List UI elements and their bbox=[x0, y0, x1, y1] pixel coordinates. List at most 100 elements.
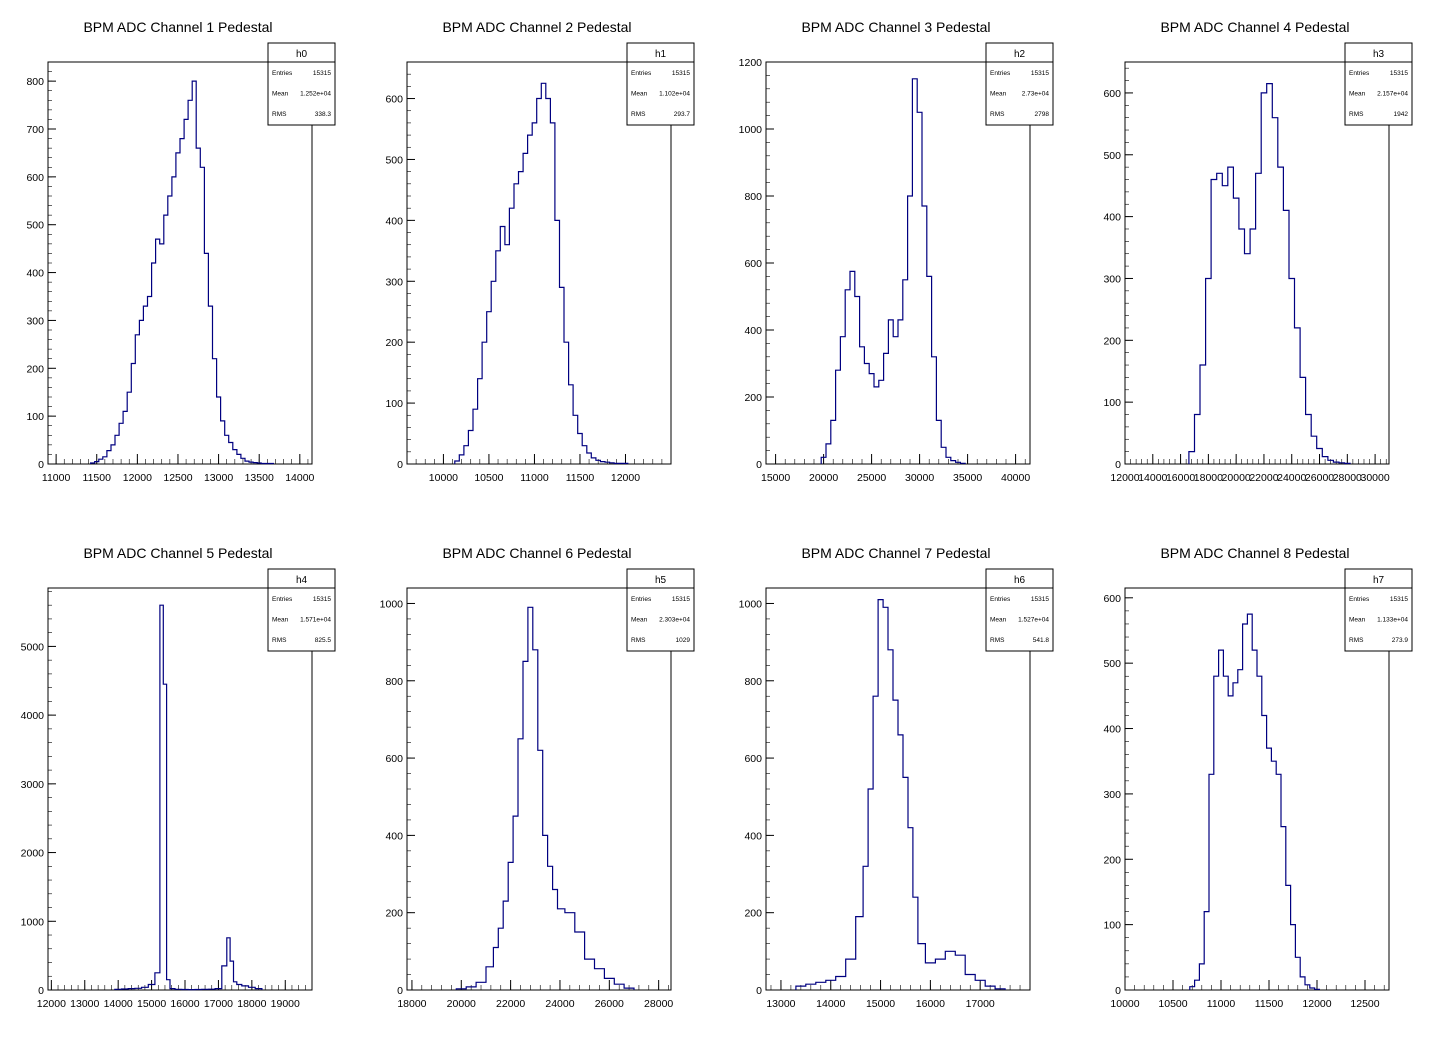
y-tick-label: 200 bbox=[1103, 335, 1121, 347]
stats-value: 2.303e+04 bbox=[659, 617, 690, 624]
stats-value: 273.9 bbox=[1392, 637, 1409, 644]
y-tick-label: 0 bbox=[756, 985, 762, 997]
histogram-panel-2: BPM ADC Channel 2 Pedestal 0 100 200 300 400 5… bbox=[385, 19, 695, 484]
stats-label: Mean bbox=[1349, 91, 1366, 98]
stats-label: Entries bbox=[990, 596, 1011, 603]
x-tick-label: 18000 bbox=[397, 998, 426, 1010]
stats-box: h7 Entries 15315 Mean 1.133e+04 RMS 273.9 bbox=[1344, 568, 1413, 652]
panel-title: BPM ADC Channel 1 Pedestal bbox=[83, 19, 272, 35]
panel-title: BPM ADC Channel 3 Pedestal bbox=[801, 19, 990, 35]
x-tick-label: 13000 bbox=[204, 472, 233, 484]
histogram-series bbox=[114, 604, 263, 991]
stats-value: 15315 bbox=[313, 596, 331, 603]
stats-box: h4 Entries 15315 Mean 1.571e+04 RMS 825.5 bbox=[267, 568, 336, 652]
stats-value: 2.157e+04 bbox=[1377, 91, 1408, 98]
x-tick-label: 13000 bbox=[766, 998, 795, 1010]
histogram-series bbox=[1188, 83, 1351, 464]
x-tick-label: 18000 bbox=[237, 998, 266, 1010]
stats-name: h7 bbox=[1373, 575, 1385, 586]
histogram-series bbox=[90, 80, 274, 465]
stats-label: Entries bbox=[631, 70, 652, 77]
y-tick-label: 0 bbox=[1115, 459, 1121, 471]
x-tick-label: 30000 bbox=[1361, 472, 1390, 484]
stats-box-frame bbox=[985, 568, 1054, 652]
x-tick-label: 11000 bbox=[1207, 998, 1236, 1010]
y-tick-label: 0 bbox=[397, 985, 403, 997]
stats-name: h2 bbox=[1014, 49, 1026, 60]
x-tick-label: 28000 bbox=[644, 998, 673, 1010]
stats-value: 1.527e+04 bbox=[1018, 617, 1049, 624]
x-tick-label: 11000 bbox=[520, 472, 549, 484]
stats-box: h6 Entries 15315 Mean 1.527e+04 RMS 541.8 bbox=[985, 568, 1054, 652]
y-tick-label: 1000 bbox=[739, 598, 763, 610]
stats-value: 15315 bbox=[313, 70, 331, 77]
histogram-series bbox=[820, 78, 966, 464]
y-tick-label: 400 bbox=[744, 325, 762, 337]
x-tick-label: 12000 bbox=[37, 998, 66, 1010]
panel-title: BPM ADC Channel 8 Pedestal bbox=[1160, 545, 1349, 561]
y-tick-label: 200 bbox=[744, 392, 762, 404]
y-tick-label: 0 bbox=[38, 985, 44, 997]
y-tick-label: 600 bbox=[1103, 88, 1121, 100]
x-tick-label: 35000 bbox=[953, 472, 982, 484]
stats-box-frame bbox=[267, 568, 336, 652]
y-tick-label: 0 bbox=[397, 459, 403, 471]
y-tick-label: 200 bbox=[385, 337, 403, 349]
stats-label: Mean bbox=[631, 91, 648, 98]
x-tick-label: 15000 bbox=[866, 998, 895, 1010]
y-tick-label: 500 bbox=[1103, 658, 1121, 670]
y-tick-label: 300 bbox=[1103, 789, 1121, 801]
x-tick-label: 11500 bbox=[566, 472, 595, 484]
stats-value: 15315 bbox=[1390, 596, 1408, 603]
y-tick-label: 500 bbox=[385, 154, 403, 166]
stats-value: 2798 bbox=[1035, 111, 1050, 118]
histogram-panel-1: BPM ADC Channel 1 Pedestal 0 100 200 300 400 5… bbox=[26, 19, 336, 484]
x-tick-label: 10500 bbox=[1158, 998, 1187, 1010]
stats-label: Mean bbox=[990, 91, 1007, 98]
y-tick-label: 1200 bbox=[739, 57, 763, 69]
y-tick-label: 300 bbox=[26, 315, 44, 327]
y-tick-label: 1000 bbox=[21, 916, 45, 928]
stats-label: Mean bbox=[272, 617, 289, 624]
y-tick-label: 200 bbox=[26, 363, 44, 375]
stats-name: h6 bbox=[1014, 575, 1026, 586]
x-tick-label: 20000 bbox=[447, 998, 476, 1010]
x-tick-label: 13000 bbox=[70, 998, 99, 1010]
y-tick-label: 5000 bbox=[21, 641, 45, 653]
y-tick-label: 300 bbox=[1103, 273, 1121, 285]
stats-name: h1 bbox=[655, 49, 667, 60]
stats-label: Entries bbox=[1349, 70, 1370, 77]
x-tick-label: 40000 bbox=[1001, 472, 1030, 484]
stats-label: RMS bbox=[272, 637, 287, 644]
plot-frame bbox=[1124, 61, 1390, 465]
stats-value: 825.5 bbox=[315, 637, 332, 644]
stats-box-frame bbox=[267, 42, 336, 126]
y-tick-label: 100 bbox=[385, 398, 403, 410]
histogram-panel-8: BPM ADC Channel 8 Pedestal 0 100 200 300 400 5… bbox=[1103, 545, 1413, 1010]
stats-box-frame bbox=[626, 568, 695, 652]
stats-label: Entries bbox=[631, 596, 652, 603]
y-tick-label: 100 bbox=[1103, 397, 1121, 409]
x-tick-label: 22000 bbox=[496, 998, 525, 1010]
panel-title: BPM ADC Channel 7 Pedestal bbox=[801, 545, 990, 561]
y-tick-label: 2000 bbox=[21, 848, 45, 860]
stats-value: 15315 bbox=[672, 70, 690, 77]
histogram-series bbox=[455, 606, 635, 990]
y-tick-label: 400 bbox=[385, 215, 403, 227]
y-tick-label: 1000 bbox=[739, 124, 763, 136]
x-tick-label: 14000 bbox=[285, 472, 314, 484]
y-tick-label: 200 bbox=[744, 908, 762, 920]
stats-value: 2.73e+04 bbox=[1022, 91, 1050, 98]
stats-name: h3 bbox=[1373, 49, 1385, 60]
y-tick-label: 100 bbox=[1103, 920, 1121, 932]
x-tick-label: 12000 bbox=[611, 472, 640, 484]
stats-value: 1.133e+04 bbox=[1377, 617, 1408, 624]
stats-label: RMS bbox=[631, 637, 646, 644]
histogram-panel-4: BPM ADC Channel 4 Pedestal 0 100 200 300 400 5… bbox=[1103, 19, 1413, 484]
x-tick-label: 30000 bbox=[905, 472, 934, 484]
stats-label: Mean bbox=[272, 91, 289, 98]
stats-value: 15315 bbox=[1031, 596, 1049, 603]
x-tick-label: 18000 bbox=[1194, 472, 1223, 484]
x-tick-label: 17000 bbox=[966, 998, 995, 1010]
